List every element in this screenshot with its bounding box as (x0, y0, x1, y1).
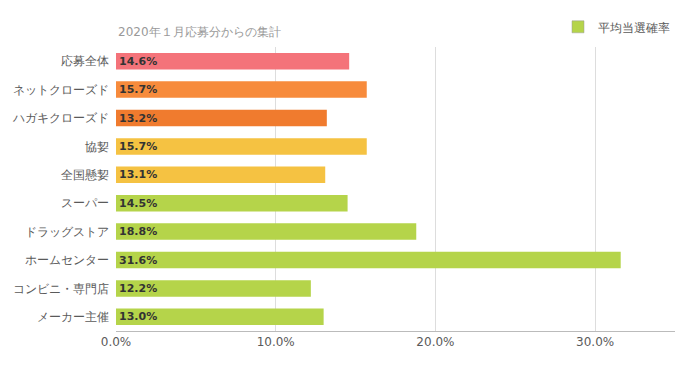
svg-text:10.0%: 10.0% (257, 335, 295, 349)
svg-text:15.7%: 15.7% (119, 83, 157, 96)
svg-text:ネットクローズド: ネットクローズド (13, 83, 109, 97)
svg-text:12.2%: 12.2% (119, 282, 157, 295)
svg-text:14.5%: 14.5% (119, 197, 157, 210)
svg-text:20.0%: 20.0% (416, 335, 454, 349)
svg-text:13.1%: 13.1% (119, 168, 157, 181)
svg-text:スーパー: スーパー (61, 196, 109, 210)
svg-text:18.8%: 18.8% (119, 225, 157, 238)
svg-text:平均当選確率: 平均当選確率 (598, 21, 670, 35)
svg-text:メーカー主催: メーカー主催 (37, 310, 109, 324)
svg-text:0.0%: 0.0% (101, 335, 132, 349)
svg-text:応募全体: 応募全体 (61, 54, 109, 68)
svg-text:ハガキクローズド: ハガキクローズド (12, 111, 109, 125)
svg-text:2020年１月応募分からの集計: 2020年１月応募分からの集計 (118, 25, 281, 39)
svg-text:14.6%: 14.6% (119, 55, 157, 68)
svg-text:ドラッグストア: ドラッグストア (25, 225, 109, 239)
svg-text:15.7%: 15.7% (119, 140, 157, 153)
svg-text:コンビニ・専門店: コンビニ・専門店 (13, 282, 109, 296)
svg-text:13.2%: 13.2% (119, 112, 157, 125)
svg-text:13.0%: 13.0% (119, 310, 157, 323)
svg-text:30.0%: 30.0% (576, 335, 614, 349)
svg-text:31.6%: 31.6% (119, 254, 157, 267)
svg-text:全国懸㛃: 全国懸㛃 (61, 168, 109, 182)
svg-text:協㛃: 協㛃 (85, 140, 109, 154)
svg-text:ホームセンター: ホームセンター (25, 253, 109, 267)
